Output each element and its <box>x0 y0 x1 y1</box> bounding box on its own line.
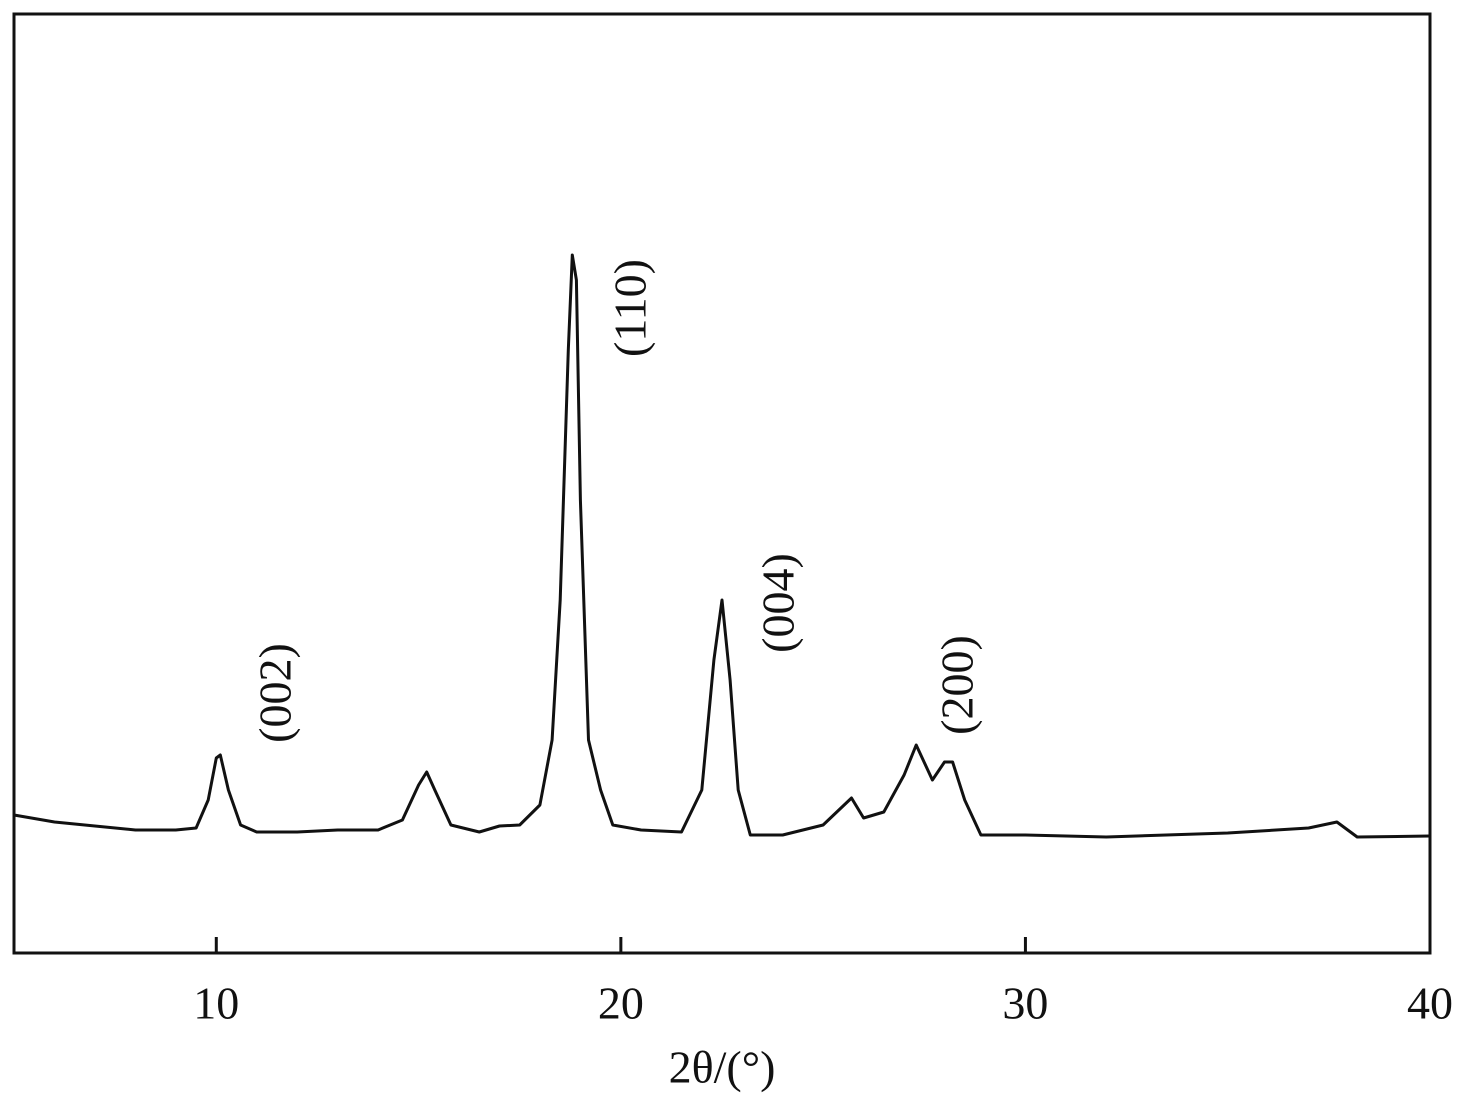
peak-label: (004) <box>753 553 804 653</box>
xrd-line <box>13 253 1431 839</box>
x-axis-label: 2θ/(°) <box>669 1042 776 1093</box>
x-tick-label: 20 <box>598 978 644 1029</box>
x-tick-label: 10 <box>193 978 239 1029</box>
plot-frame <box>12 12 1432 955</box>
x-tick-label: 30 <box>1002 978 1048 1029</box>
peak-label: (110) <box>605 259 656 357</box>
x-tick-label: 40 <box>1407 978 1453 1029</box>
peak-label: (002) <box>250 643 301 743</box>
peak-label: (200) <box>932 635 983 735</box>
